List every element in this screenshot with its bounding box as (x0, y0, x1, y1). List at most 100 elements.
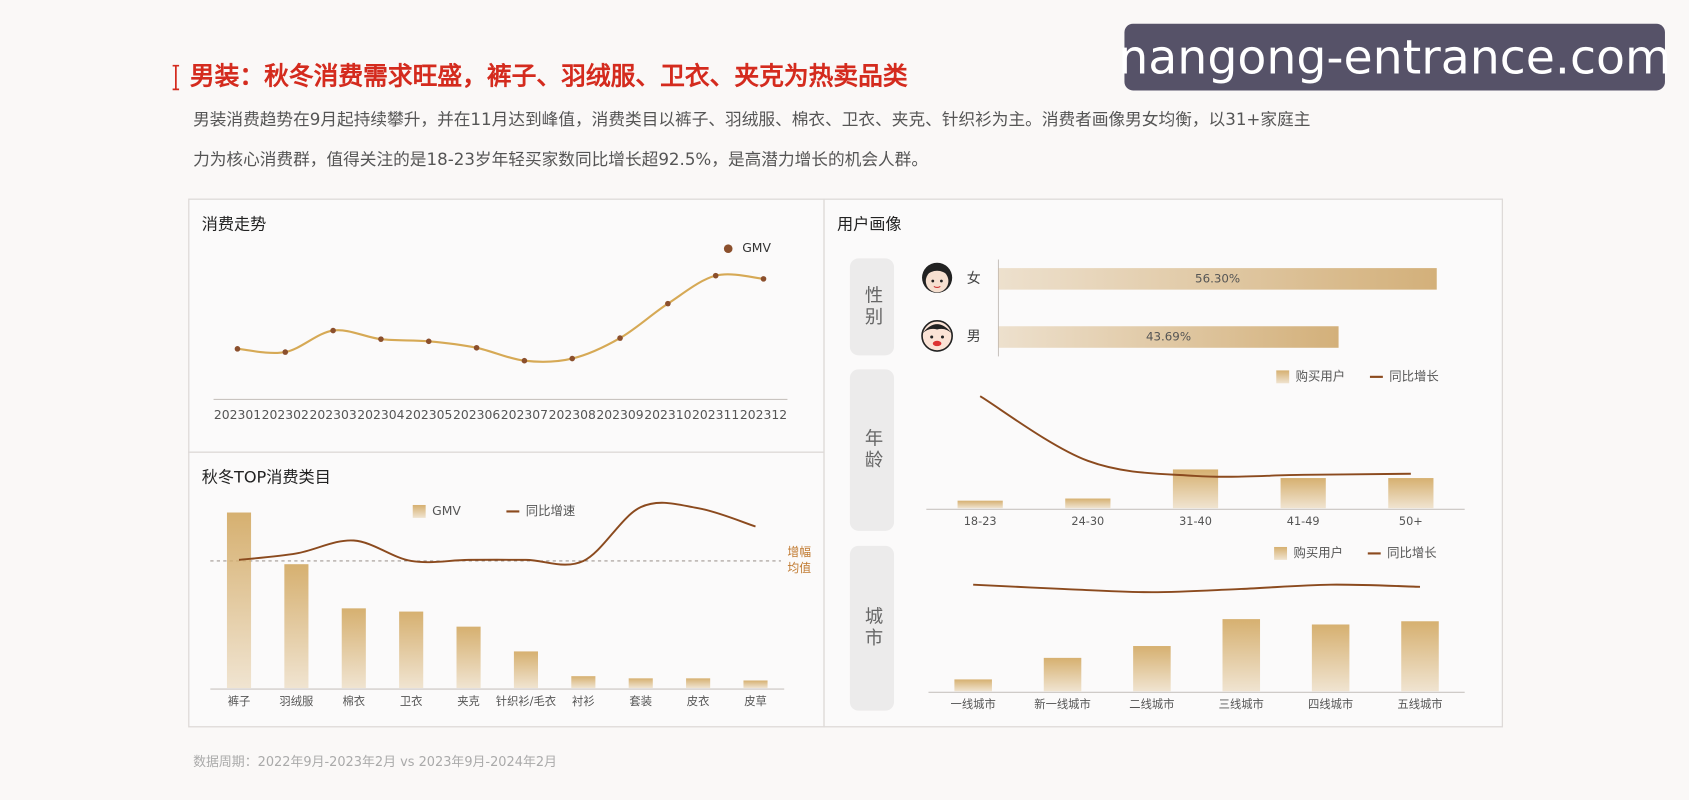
legend-label: GMV (742, 241, 771, 255)
group-label: 性别 (862, 285, 883, 328)
bar (1222, 619, 1261, 692)
x-tick-label: 202308 (549, 408, 596, 422)
header: 男装：秋冬消费需求旺盛，裤子、羽绒服、卫衣、夹克为热卖品类 男装消费趋势在9月起… (172, 62, 1310, 169)
chart-title: 消费走势 (202, 215, 267, 234)
legend-label: 同比增长 (1387, 545, 1437, 560)
reference-label: 均值 (787, 561, 811, 575)
value-label: 43.69% (1146, 330, 1191, 344)
x-tick-label: 五线城市 (1397, 697, 1442, 711)
x-tick-label: 202303 (309, 408, 356, 422)
bar (571, 676, 596, 689)
x-tick-label: 裤子 (228, 694, 251, 708)
x-tick-label: 衬衫 (572, 695, 595, 708)
bar (686, 678, 711, 689)
x-tick-label: 202312 (740, 408, 787, 422)
legend-marker (723, 244, 733, 254)
x-tick-label: 202307 (501, 408, 548, 422)
x-tick-label: 四线城市 (1308, 697, 1353, 711)
group-label-boxes (849, 258, 895, 711)
x-tick-label: 18-23 (964, 515, 997, 528)
x-tick-label: 31-40 (1179, 515, 1212, 528)
x-tick-label: 羽绒服 (279, 695, 313, 708)
line-marker (760, 276, 767, 282)
x-tick-label: 41-49 (1287, 515, 1320, 528)
line-marker (234, 346, 241, 352)
x-tick-label: 202309 (596, 408, 643, 422)
bar (456, 626, 481, 689)
bar (1280, 478, 1326, 509)
line-marker (665, 300, 671, 307)
bar (957, 500, 1003, 509)
face-icon-male (921, 320, 953, 352)
x-tick-label: 新一线城市 (1034, 697, 1091, 711)
line-marker (473, 344, 480, 351)
bar (743, 680, 768, 689)
x-tick-label: 三线城市 (1219, 697, 1264, 711)
bar (1133, 646, 1171, 692)
x-tick-label: 202302 (262, 408, 309, 422)
legend-label: 同比增速 (526, 503, 576, 518)
bar (399, 611, 424, 689)
bar (1401, 621, 1439, 692)
group-label: 城市 (862, 606, 883, 649)
line-marker (282, 349, 289, 355)
x-tick-label: 一线城市 (951, 697, 996, 711)
bar (1311, 624, 1350, 692)
legend-label: 同比增长 (1389, 368, 1439, 383)
group-label: 年龄 (862, 429, 883, 472)
group-box (849, 369, 895, 531)
value-label: 56.30% (1195, 271, 1240, 285)
x-tick-label: 202310 (644, 408, 691, 422)
chart-title: 秋冬TOP消费类目 (202, 468, 331, 487)
bar (628, 678, 653, 689)
line-series (973, 583, 1421, 594)
x-tick-label: 202304 (357, 408, 404, 422)
x-tick-label: 202305 (405, 408, 452, 422)
bar (284, 564, 309, 689)
category-label: 女 (967, 270, 981, 287)
x-tick-label: 皮草 (744, 695, 767, 708)
line-marker (378, 336, 384, 342)
x-tick-label: 皮衣 (687, 694, 710, 708)
legend-swatch (1276, 370, 1290, 384)
bar (513, 651, 539, 689)
watermark-box (1124, 23, 1665, 91)
watermark: nangong-entrance.com (1118, 23, 1671, 91)
title-bracket (172, 64, 180, 91)
line-marker (617, 335, 623, 341)
bar (998, 326, 1339, 348)
group-box (849, 258, 895, 356)
line-series (979, 395, 1411, 478)
bar (1043, 657, 1082, 692)
description-line: 力为核心消费群，值得关注的是18-23岁年轻买家数同比增长超92.5%，是高潜力… (193, 150, 928, 169)
bar (954, 679, 992, 692)
line-marker (712, 272, 719, 279)
x-tick-label: 棉衣 (342, 694, 365, 708)
bar (1388, 478, 1434, 509)
description-line: 男装消费趋势在9月起持续攀升，并在11月达到峰值，消费类目以裤子、羽绒服、棉衣、… (193, 110, 1310, 129)
x-tick-label: 针织衫/毛衣 (496, 694, 556, 708)
legend-swatch (412, 504, 426, 518)
bar (998, 268, 1437, 290)
line-marker (569, 355, 576, 362)
panel (188, 451, 825, 728)
x-tick-label: 24-30 (1071, 515, 1104, 528)
x-tick-label: 50+ (1399, 515, 1423, 528)
legend-label: 购买用户 (1296, 368, 1346, 383)
x-tick-label: 202311 (692, 408, 739, 422)
bar (226, 512, 252, 689)
legend-swatch (1274, 546, 1288, 560)
page-title: 男装：秋冬消费需求旺盛，裤子、羽绒服、卫衣、夹克为热卖品类 (190, 62, 908, 91)
face-icon-female (922, 262, 953, 293)
line-series (238, 501, 756, 566)
section-title: 用户画像 (837, 215, 902, 234)
x-tick-label: 202306 (453, 408, 500, 422)
legend-label: GMV (432, 504, 461, 518)
line-marker (330, 327, 336, 334)
x-tick-label: 套装 (629, 695, 652, 708)
panel (188, 198, 825, 453)
x-tick-label: 夹克 (457, 695, 480, 708)
x-tick-label: 202301 (214, 408, 261, 422)
